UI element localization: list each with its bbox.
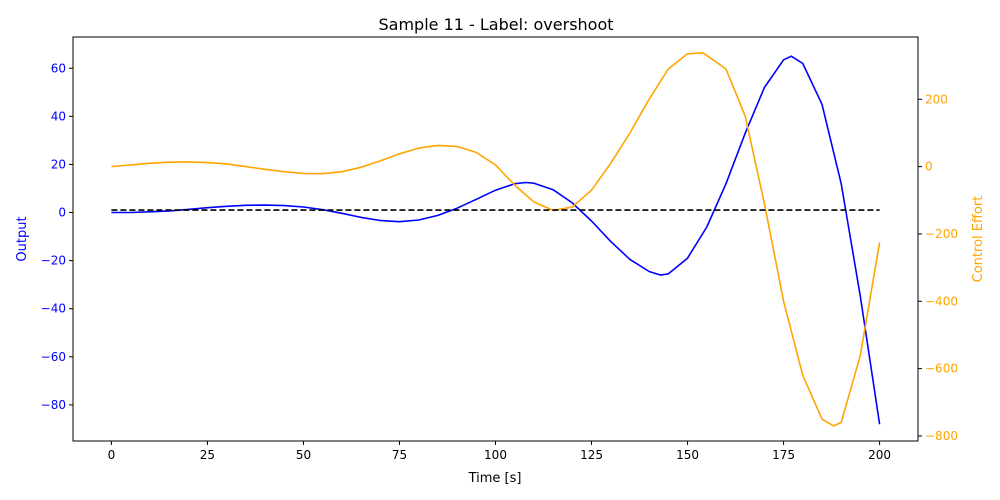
x-tick-label: 150 (676, 448, 699, 462)
x-tick-label: 50 (296, 448, 311, 462)
y-axis-left: −80 −60 −40 −20 0 20 40 60 (41, 61, 73, 412)
y-right-tick-label: −400 (925, 294, 958, 308)
y-right-tick-label: −200 (925, 227, 958, 241)
y-right-tick-label: −800 (925, 429, 958, 443)
y-right-tick-label: 0 (925, 160, 933, 174)
y-left-tick-label: 20 (51, 157, 66, 171)
y-right-tick-label: −600 (925, 362, 958, 376)
chart-title: Sample 11 - Label: overshoot (378, 15, 613, 34)
plot-area (111, 51, 881, 427)
y-axis-right-label: Control Effort (971, 196, 986, 283)
x-tick-label: 75 (392, 448, 407, 462)
y-left-tick-label: −40 (41, 302, 66, 316)
y-axis-right: −800 −600 −400 −200 0 200 (918, 92, 958, 443)
x-axis: 0 25 50 75 100 125 150 175 200 (108, 441, 891, 462)
x-tick-label: 125 (580, 448, 603, 462)
y-left-tick-label: −80 (41, 398, 66, 412)
x-tick-label: 200 (868, 448, 891, 462)
x-axis-label: Time [s] (468, 471, 522, 486)
y-left-tick-label: −60 (41, 350, 66, 364)
y-left-tick-label: −20 (41, 254, 66, 268)
y-left-tick-label: 40 (51, 109, 66, 123)
x-tick-label: 175 (772, 448, 795, 462)
y-left-tick-label: 0 (58, 206, 66, 220)
x-tick-label: 0 (108, 448, 116, 462)
x-tick-label: 25 (200, 448, 215, 462)
series-line-1 (111, 55, 881, 425)
y-right-tick-label: 200 (925, 92, 948, 106)
x-tick-label: 100 (484, 448, 507, 462)
series-line-2 (111, 51, 881, 427)
y-left-tick-label: 60 (51, 61, 66, 75)
y-axis-left-label: Output (15, 216, 30, 261)
plot-frame (72, 36, 919, 442)
